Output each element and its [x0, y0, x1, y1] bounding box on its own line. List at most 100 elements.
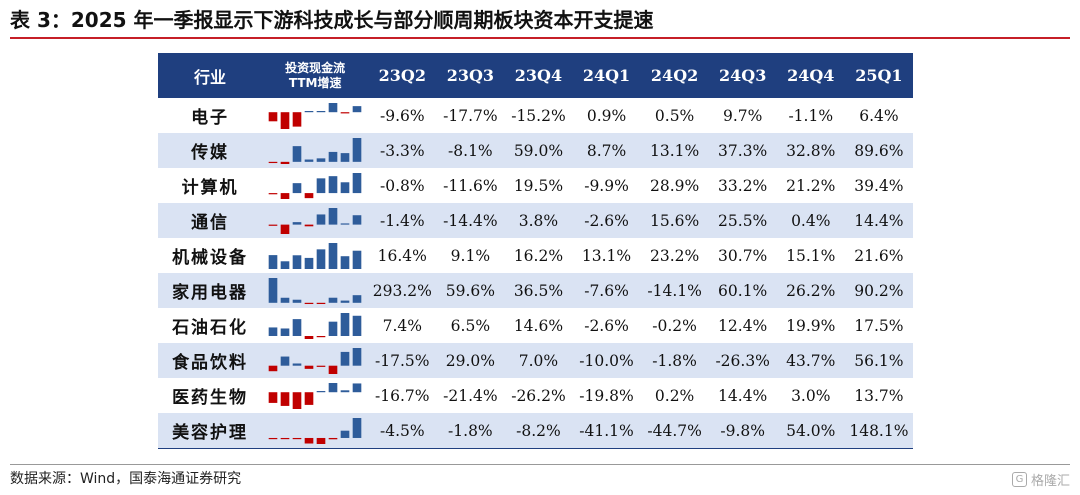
- growth-value-cell: 21.2%: [776, 168, 845, 203]
- table-header-row: 行业 投资现金流 TTM增速 23Q2 23Q3 23Q4 24Q1 24Q2 …: [158, 53, 913, 98]
- growth-value-cell: 6.4%: [844, 98, 913, 133]
- sparkline-bar: [340, 152, 350, 162]
- sparkline-bar: [304, 159, 314, 162]
- sparkline-chart: [268, 102, 362, 129]
- sparkline-bar: [268, 192, 278, 194]
- sparkline-bar: [328, 321, 338, 336]
- sparkline-bar: [340, 312, 350, 336]
- sparkline-bar: [304, 335, 314, 339]
- growth-value-cell: 15.1%: [776, 238, 845, 273]
- source-note: 数据来源：Wind，国泰海通证券研究: [10, 471, 242, 487]
- watermark-text: 格隆汇: [1030, 474, 1070, 489]
- growth-value-cell: -7.6%: [572, 273, 641, 308]
- sparkline-bar: [316, 390, 326, 392]
- header-quarter: 23Q2: [368, 53, 437, 98]
- growth-value-cell: -16.7%: [368, 378, 437, 413]
- growth-value-cell: -15.2%: [504, 98, 573, 133]
- sparkline-bar: [316, 213, 326, 225]
- growth-value-cell: 0.5%: [640, 98, 709, 133]
- sparkline-bar: [292, 221, 302, 225]
- growth-value-cell: -1.8%: [640, 343, 709, 378]
- growth-value-cell: 39.4%: [844, 168, 913, 203]
- sparkline-bar: [328, 297, 338, 303]
- header-quarter: 24Q4: [776, 53, 845, 98]
- sparkline-bar: [304, 192, 314, 198]
- industry-name: 通信: [158, 203, 263, 238]
- sparkline-bar: [328, 242, 338, 269]
- growth-value-cell: 3.0%: [776, 378, 845, 413]
- growth-value-cell: -44.7%: [640, 413, 709, 449]
- growth-value-cell: 15.6%: [640, 203, 709, 238]
- growth-value-cell: -1.8%: [436, 413, 505, 449]
- sparkline-bar: [268, 326, 278, 336]
- sparkline-bar: [340, 389, 350, 392]
- sparkline-bar: [304, 437, 314, 444]
- growth-value-cell: 13.7%: [844, 378, 913, 413]
- header-quarter: 24Q2: [640, 53, 709, 98]
- growth-value-cell: 14.4%: [708, 378, 777, 413]
- growth-value-cell: -17.5%: [368, 343, 437, 378]
- growth-value-cell: 13.1%: [640, 133, 709, 168]
- growth-value-cell: 0.2%: [640, 378, 709, 413]
- sparkline-cell: [262, 133, 369, 168]
- header-quarter: 24Q1: [572, 53, 641, 98]
- growth-value-cell: 19.9%: [776, 308, 845, 343]
- sparkline-chart: [268, 347, 362, 374]
- sparkline-bar: [328, 207, 338, 225]
- sparkline-cell: [262, 378, 369, 413]
- sparkline-bar: [280, 161, 290, 164]
- sparkline-bar: [304, 365, 314, 369]
- header-quarter: 24Q3: [708, 53, 777, 98]
- growth-value-cell: 26.2%: [776, 273, 845, 308]
- sparkline-bar: [292, 182, 302, 193]
- growth-value-cell: 29.0%: [436, 343, 505, 378]
- growth-value-cell: 9.1%: [436, 238, 505, 273]
- sparkline-bar: [352, 347, 362, 366]
- sparkline-bar: [268, 111, 278, 121]
- sparkline-cell: [262, 238, 369, 273]
- sparkline-bar: [328, 102, 338, 112]
- growth-value-cell: 89.6%: [844, 133, 913, 168]
- sparkline-bar: [316, 335, 326, 337]
- growth-value-cell: 7.4%: [368, 308, 437, 343]
- sparkline-bar: [292, 145, 302, 162]
- growth-value-cell: -26.2%: [504, 378, 573, 413]
- growth-value-cell: 7.0%: [504, 343, 573, 378]
- sparkline-bar: [292, 254, 302, 269]
- sparkline-bar: [352, 417, 362, 438]
- sparkline-bar: [328, 437, 338, 439]
- growth-value-cell: 14.4%: [844, 203, 913, 238]
- sparkline-bar: [316, 248, 326, 269]
- growth-value-cell: -14.1%: [640, 273, 709, 308]
- growth-value-cell: -1.1%: [776, 98, 845, 133]
- industry-name: 机械设备: [158, 238, 263, 273]
- growth-value-cell: 23.2%: [640, 238, 709, 273]
- watermark: G 格隆汇: [1011, 470, 1070, 489]
- sparkline-chart: [268, 137, 362, 164]
- sparkline-chart: [268, 207, 362, 234]
- growth-value-cell: 25.5%: [708, 203, 777, 238]
- sparkline-bar: [280, 192, 290, 199]
- sparkline-bar: [292, 299, 302, 303]
- header-sparkline: 投资现金流 TTM增速: [262, 53, 369, 98]
- growth-value-cell: 148.1%: [844, 413, 913, 449]
- sparkline-bar: [268, 254, 278, 269]
- sparkline-bar: [304, 224, 314, 226]
- sparkline-bar: [280, 437, 290, 439]
- growth-value-cell: -21.4%: [436, 378, 505, 413]
- growth-value-cell: 8.7%: [572, 133, 641, 168]
- sparkline-chart: [268, 382, 362, 409]
- growth-value-cell: 3.8%: [504, 203, 573, 238]
- sparkline-cell: [262, 273, 369, 308]
- header-quarter: 25Q1: [844, 53, 913, 98]
- sparkline-bar: [268, 437, 278, 439]
- sparkline-bar: [340, 222, 350, 225]
- sparkline-bar: [304, 257, 314, 269]
- sparkline-bar: [268, 161, 278, 163]
- sparkline-bar: [268, 391, 278, 403]
- sparkline-bar: [316, 365, 326, 367]
- table-row: 食品饮料 -17.5% 29.0% 7.0% -10.0% -1.8% -26.3% 43.7…: [158, 343, 913, 378]
- growth-value-cell: -8.1%: [436, 133, 505, 168]
- growth-value-cell: 19.5%: [504, 168, 573, 203]
- title-divider: [10, 37, 1070, 39]
